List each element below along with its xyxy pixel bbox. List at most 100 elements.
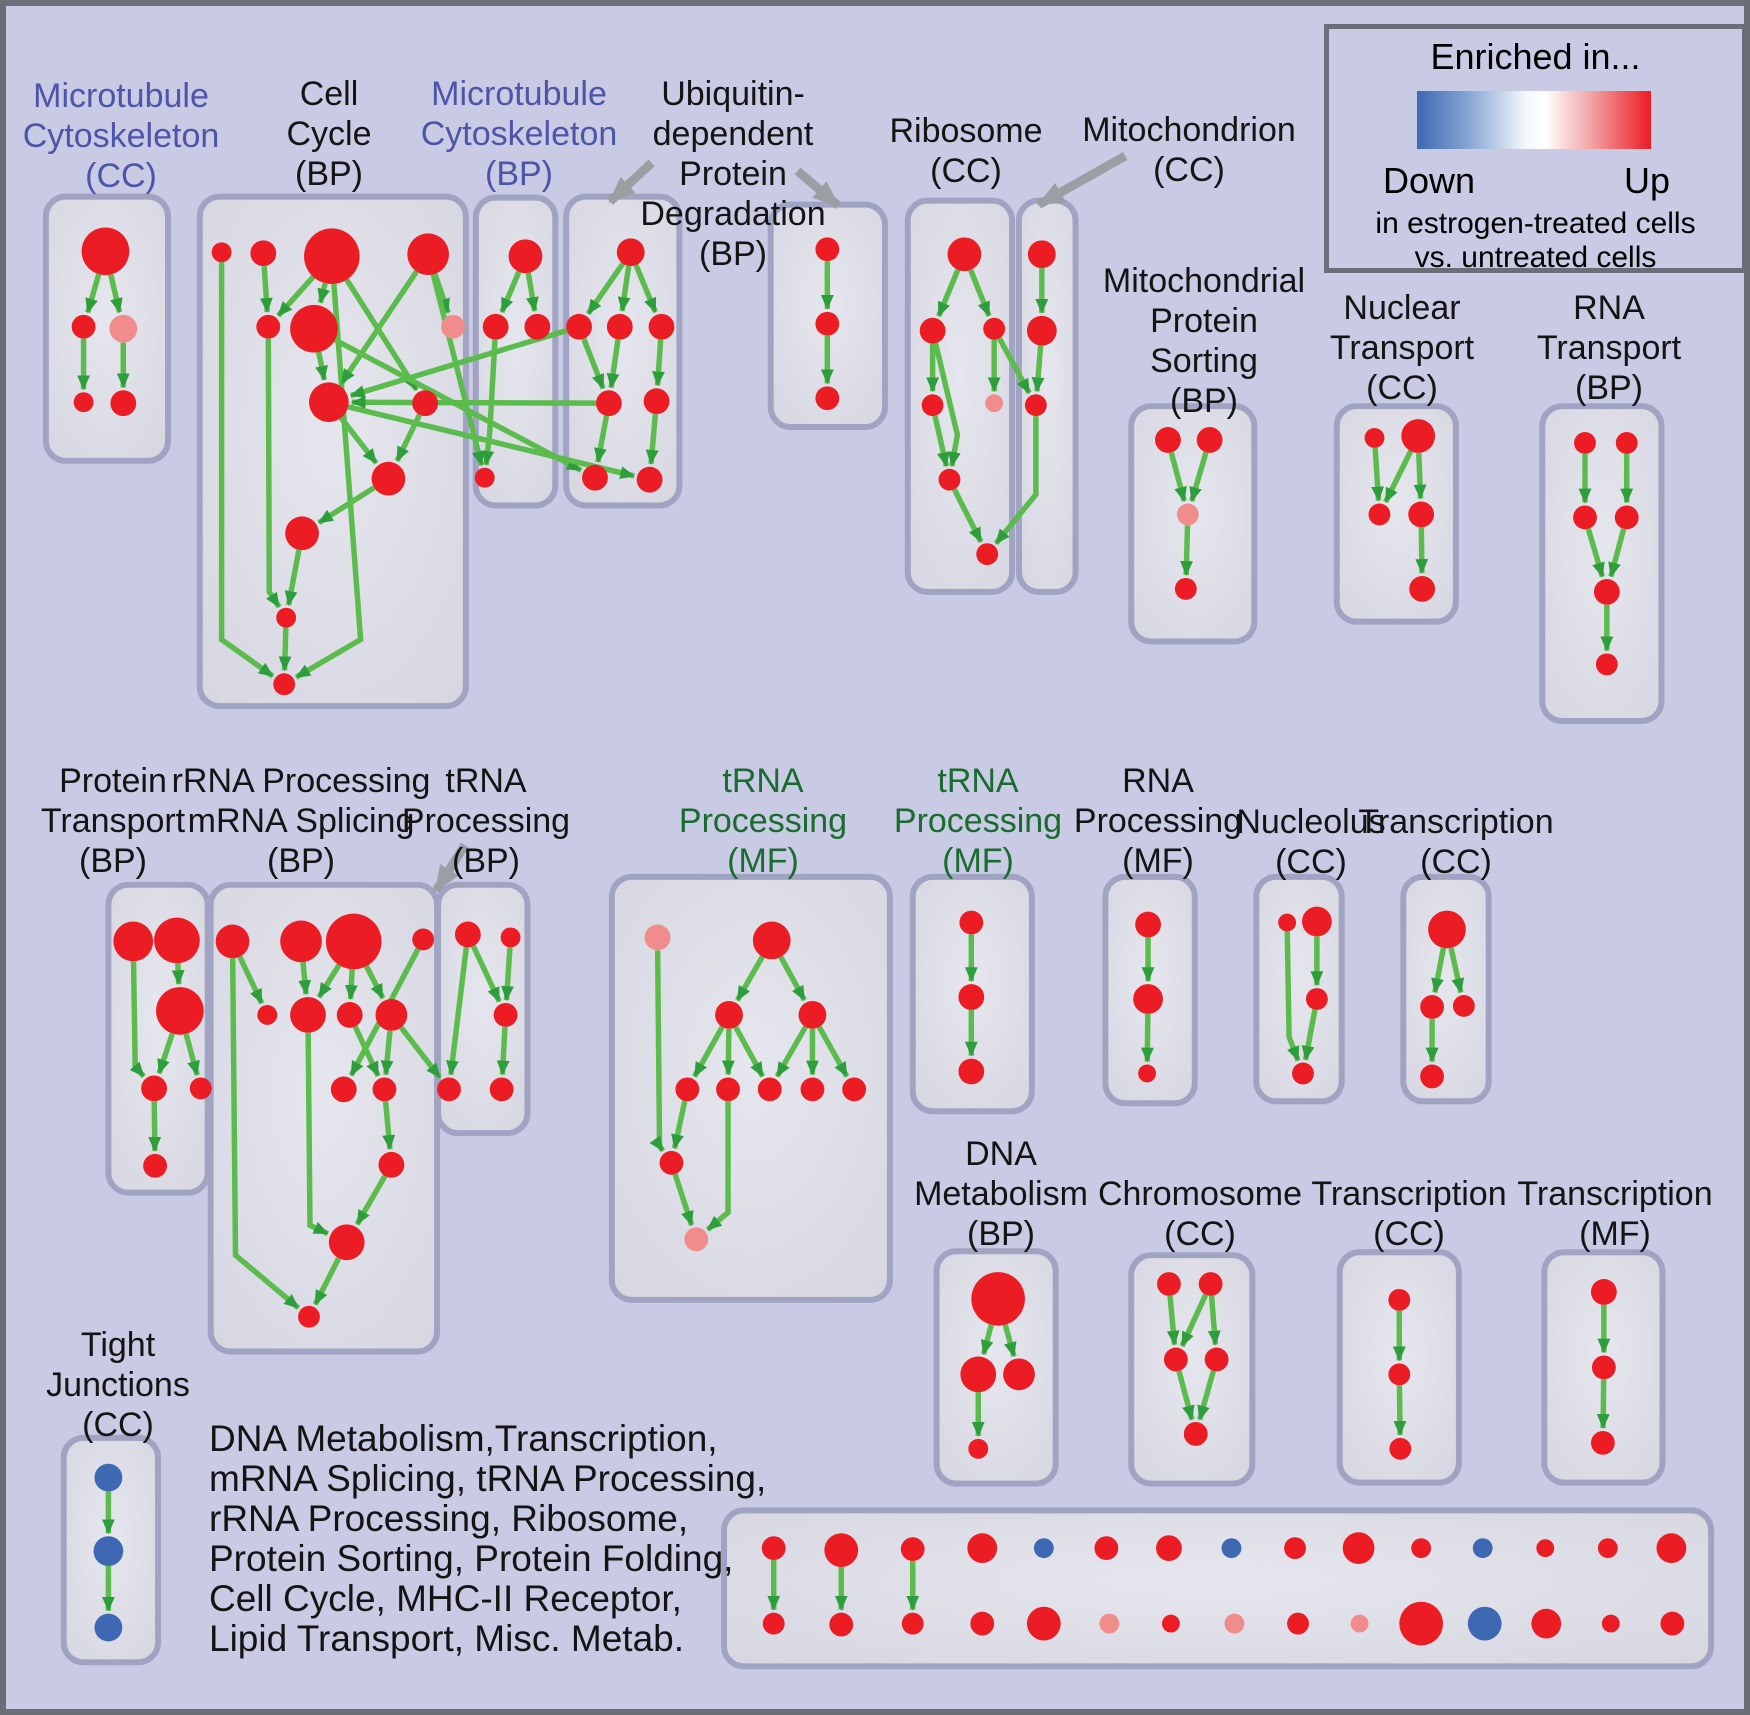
node-p2-red [1196, 427, 1223, 453]
edge-t3-r7 [993, 416, 1039, 546]
cluster-label-tight-junctions-cc: Tight Junctions (CC) [46, 1325, 190, 1445]
node-j1-blue [94, 1463, 123, 1492]
cluster-label-line: Processing [401, 802, 571, 840]
node-s3-red [1573, 505, 1597, 530]
node-p3-pink [1176, 503, 1199, 526]
cluster-label-line: tRNA [445, 762, 527, 800]
node-tb5-red [489, 1077, 514, 1102]
cluster-label-line: (BP) [699, 235, 767, 273]
edge-mf2-mf4 [778, 955, 807, 1002]
edge-rr2-rr6 [298, 961, 312, 996]
cluster-label-line: DNA [965, 1135, 1037, 1173]
edge-u3-u5 [606, 339, 621, 389]
node-u3-red [606, 313, 633, 340]
edge-u2-n8 [349, 327, 568, 399]
edge-n6-n8 [315, 351, 328, 381]
cluster-label-line: Metabolism [914, 1175, 1088, 1213]
edge-u1-u2 [585, 262, 626, 316]
cluster-label-line: (MF) [1122, 842, 1194, 880]
node-pt5-red [189, 1077, 212, 1100]
node-rr10-red [372, 1077, 397, 1102]
node-u6-red [643, 388, 670, 415]
node-a4-red [73, 392, 94, 413]
node-r4-red [921, 394, 944, 417]
node-rp1-red [1135, 911, 1161, 938]
node-c1-red [1157, 1272, 1181, 1296]
node-d4-red [968, 1438, 989, 1459]
cluster-label-dna-metabolism-bp: DNA Metabolism (BP) [914, 1134, 1088, 1254]
node-r1-red [947, 237, 982, 272]
cluster-label-line: (BP) [295, 155, 363, 193]
edge-rr12-rr13 [312, 1256, 342, 1306]
node-u1-red [616, 238, 645, 267]
edge-mf3-mf6 [721, 1028, 735, 1076]
node-x9-blue [1472, 1538, 1493, 1559]
cluster-label-line: (BP) [78, 842, 147, 880]
node-rr1-red [215, 924, 250, 959]
cluster-label-ubiquitin-bp: Ubiquitin-dependent Protein Degradation (BP… [640, 74, 825, 274]
cluster-label-trna-processing-mf-small: tRNA Processing (MF) [894, 761, 1062, 881]
node-tc4-red [1420, 1064, 1444, 1089]
node-c5-red [1183, 1422, 1208, 1446]
node-j3-blue [94, 1613, 123, 1642]
node-rr4-red [412, 928, 435, 951]
edge-mf6-mf11 [705, 1101, 731, 1232]
cluster-label-line: Junctions [46, 1366, 190, 1404]
node-y10-red [1531, 1608, 1562, 1639]
node-n10-red [371, 461, 406, 496]
edge-n3-n6 [317, 282, 330, 304]
node-x4-red [1156, 1535, 1182, 1562]
legend-subtitle-line2: vs. untreated cells [1414, 241, 1657, 274]
cluster-label-line: (CC) [1373, 1215, 1445, 1253]
edge-rp2-rp3 [1140, 1013, 1154, 1063]
edge-n2-n5 [259, 265, 273, 313]
edge-r1-r2 [936, 268, 961, 318]
node-nf1-red [959, 910, 984, 935]
node-mf10-red [659, 1150, 684, 1175]
legend-up-label: Up [1623, 160, 1671, 201]
edge-rr1-rr13 [229, 958, 301, 1310]
edge-rr3-rr6 [316, 963, 342, 999]
node-nu2-red [1301, 906, 1332, 937]
node-e2-red [1388, 1363, 1411, 1386]
edge-tb3-tb5 [496, 1026, 510, 1076]
legend-down-label: Down [1382, 160, 1476, 201]
node-tb4-red [437, 1077, 461, 1102]
cluster-label-line: Chromosome [1097, 1175, 1303, 1213]
edge-pt3-pt5 [183, 1033, 200, 1076]
edge-tb1-tb4 [446, 946, 470, 1076]
cluster-label-mito-protein-sorting-bp: Mitochondrial Protein Sorting (BP) [1103, 261, 1305, 421]
edge-tb2-tb3 [501, 947, 514, 1002]
edge-c4-c5 [1197, 1370, 1217, 1421]
cluster-label-nucleolus-cc: Nucleolus (CC) [1236, 802, 1385, 882]
cluster-label-line: tRNA [722, 762, 804, 800]
cluster-label-line: Transcription [1358, 803, 1554, 841]
edge-tc1-tc3 [1448, 947, 1465, 994]
node-p1-red [1155, 427, 1181, 453]
pointer-arrow-mitochondrion [1036, 152, 1128, 209]
edge-mf2-mf3 [735, 955, 765, 1002]
edge-pt4-pt6 [148, 1101, 162, 1152]
node-d1-red [971, 1272, 1025, 1326]
cluster-label-mitochondrion-cc: Mitochondrion (CC) [1082, 110, 1296, 190]
node-pt4-red [141, 1075, 167, 1102]
merged-terms-line: rRNA Processing, Ribosome, [209, 1498, 689, 1539]
merged-terms-line: DNA Metabolism,Transcription, [209, 1418, 718, 1459]
node-n3-red [304, 228, 360, 285]
legend: Enriched in... Down Up in estrogen-treat… [1324, 24, 1744, 274]
edge-n8-n10 [338, 416, 379, 465]
cluster-label-line: Cycle [286, 115, 372, 153]
edge-mf3-mf5 [692, 1025, 725, 1078]
cluster-label-line: (BP) [267, 842, 335, 880]
merged-terms-line: Protein Sorting, Protein Folding, [209, 1538, 734, 1579]
node-w6-red [901, 1612, 924, 1635]
node-pt6-red [143, 1153, 167, 1178]
cluster-label-ribosome-cc: Ribosome (CC) [889, 111, 1042, 191]
node-rr13-red [298, 1305, 320, 1328]
edge-n3-n5 [276, 275, 316, 318]
node-x7-red [1342, 1532, 1375, 1565]
network-diagram [42, 152, 1715, 1670]
edge-rr7-rr10 [352, 1025, 381, 1078]
edge-u2-u5 [581, 337, 606, 390]
node-rr9-red [330, 1076, 357, 1103]
